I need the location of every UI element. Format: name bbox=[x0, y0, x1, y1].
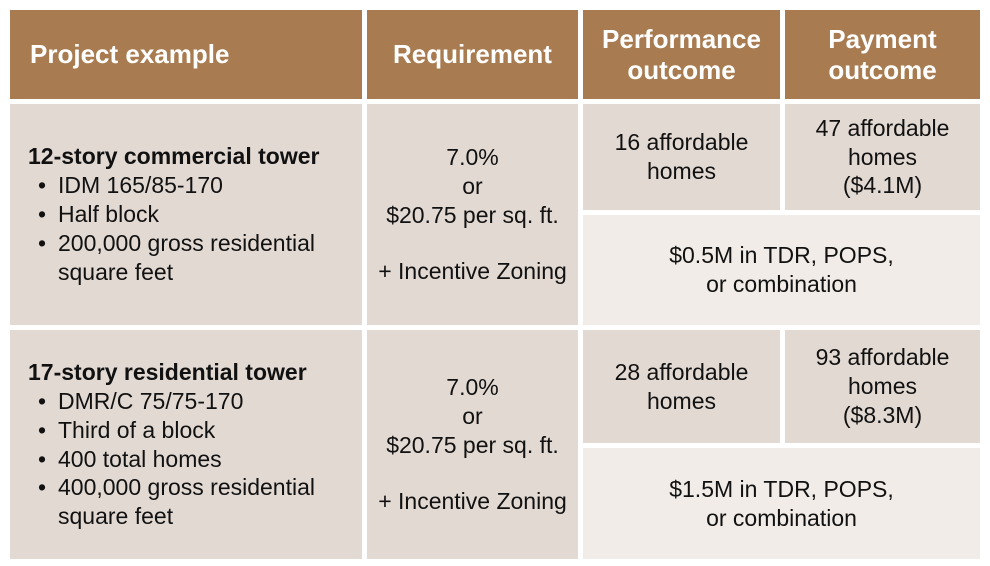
either-outcome-line1: $1.5M in TDR, POPS, bbox=[669, 475, 894, 502]
performance-outcome-cell: 16 affordable homes bbox=[583, 104, 780, 210]
bullet-item: 200,000 gross residential square feet bbox=[28, 229, 350, 287]
project-bullet-list: IDM 165/85-170 Half block 200,000 gross … bbox=[28, 171, 350, 287]
either-outcome-line2: or combination bbox=[706, 504, 857, 531]
performance-outcome-text: 16 affordable homes bbox=[614, 129, 749, 184]
either-outcome-cell: $0.5M in TDR, POPS, or combination bbox=[583, 215, 980, 325]
project-cell-commercial-tower: 12-story commercial tower IDM 165/85-170… bbox=[10, 104, 362, 325]
requirement-or: or bbox=[462, 172, 483, 199]
payment-amount-text: ($8.3M) bbox=[842, 401, 923, 428]
either-outcome-line1: $0.5M in TDR, POPS, bbox=[669, 242, 894, 269]
requirement-or: or bbox=[462, 402, 483, 429]
col-header-project-example: Project example bbox=[10, 10, 362, 99]
payment-homes-text: 93 affordable homes bbox=[815, 344, 950, 400]
bullet-item: Third of a block bbox=[28, 416, 350, 445]
requirement-addition: + Incentive Zoning bbox=[378, 258, 567, 285]
outcomes-table: Project example Requirement Performance … bbox=[10, 10, 980, 559]
requirement-rate: $20.75 per sq. ft. bbox=[386, 431, 559, 458]
project-title: 17-story residential tower bbox=[28, 358, 307, 385]
project-bullet-list: DMR/C 75/75-170 Third of a block 400 tot… bbox=[28, 387, 350, 532]
requirement-cell: 7.0% or $20.75 per sq. ft. + Incentive Z… bbox=[367, 330, 578, 559]
requirement-percentage: 7.0% bbox=[446, 373, 499, 400]
requirement-percentage: 7.0% bbox=[446, 143, 499, 170]
col-header-performance-outcome: Performance outcome bbox=[583, 10, 780, 99]
payment-amount-text: ($4.1M) bbox=[842, 172, 923, 199]
either-outcome-cell: $1.5M in TDR, POPS, or combination bbox=[583, 448, 980, 559]
payment-homes-text: 47 affordable homes bbox=[815, 114, 950, 170]
requirement-rate: $20.75 per sq. ft. bbox=[386, 201, 559, 228]
project-title: 12-story commercial tower bbox=[28, 143, 320, 170]
performance-outcome-cell: 28 affordable homes bbox=[583, 330, 780, 443]
bullet-item: Half block bbox=[28, 200, 350, 229]
payment-outcome-cell: 47 affordable homes ($4.1M) bbox=[785, 104, 980, 210]
requirement-addition: + Incentive Zoning bbox=[378, 488, 567, 515]
bullet-item: IDM 165/85-170 bbox=[28, 171, 350, 200]
requirement-cell: 7.0% or $20.75 per sq. ft. + Incentive Z… bbox=[367, 104, 578, 325]
col-header-payment-outcome: Payment outcome bbox=[785, 10, 980, 99]
bullet-item: 400,000 gross residential square feet bbox=[28, 473, 350, 531]
performance-outcome-text: 28 affordable homes bbox=[614, 358, 749, 414]
payment-outcome-cell: 93 affordable homes ($8.3M) bbox=[785, 330, 980, 443]
project-cell-residential-tower: 17-story residential tower DMR/C 75/75-1… bbox=[10, 330, 362, 559]
either-outcome-line2: or combination bbox=[706, 271, 857, 297]
bullet-item: 400 total homes bbox=[28, 445, 350, 474]
col-header-requirement: Requirement bbox=[367, 10, 578, 99]
bullet-item: DMR/C 75/75-170 bbox=[28, 387, 350, 416]
